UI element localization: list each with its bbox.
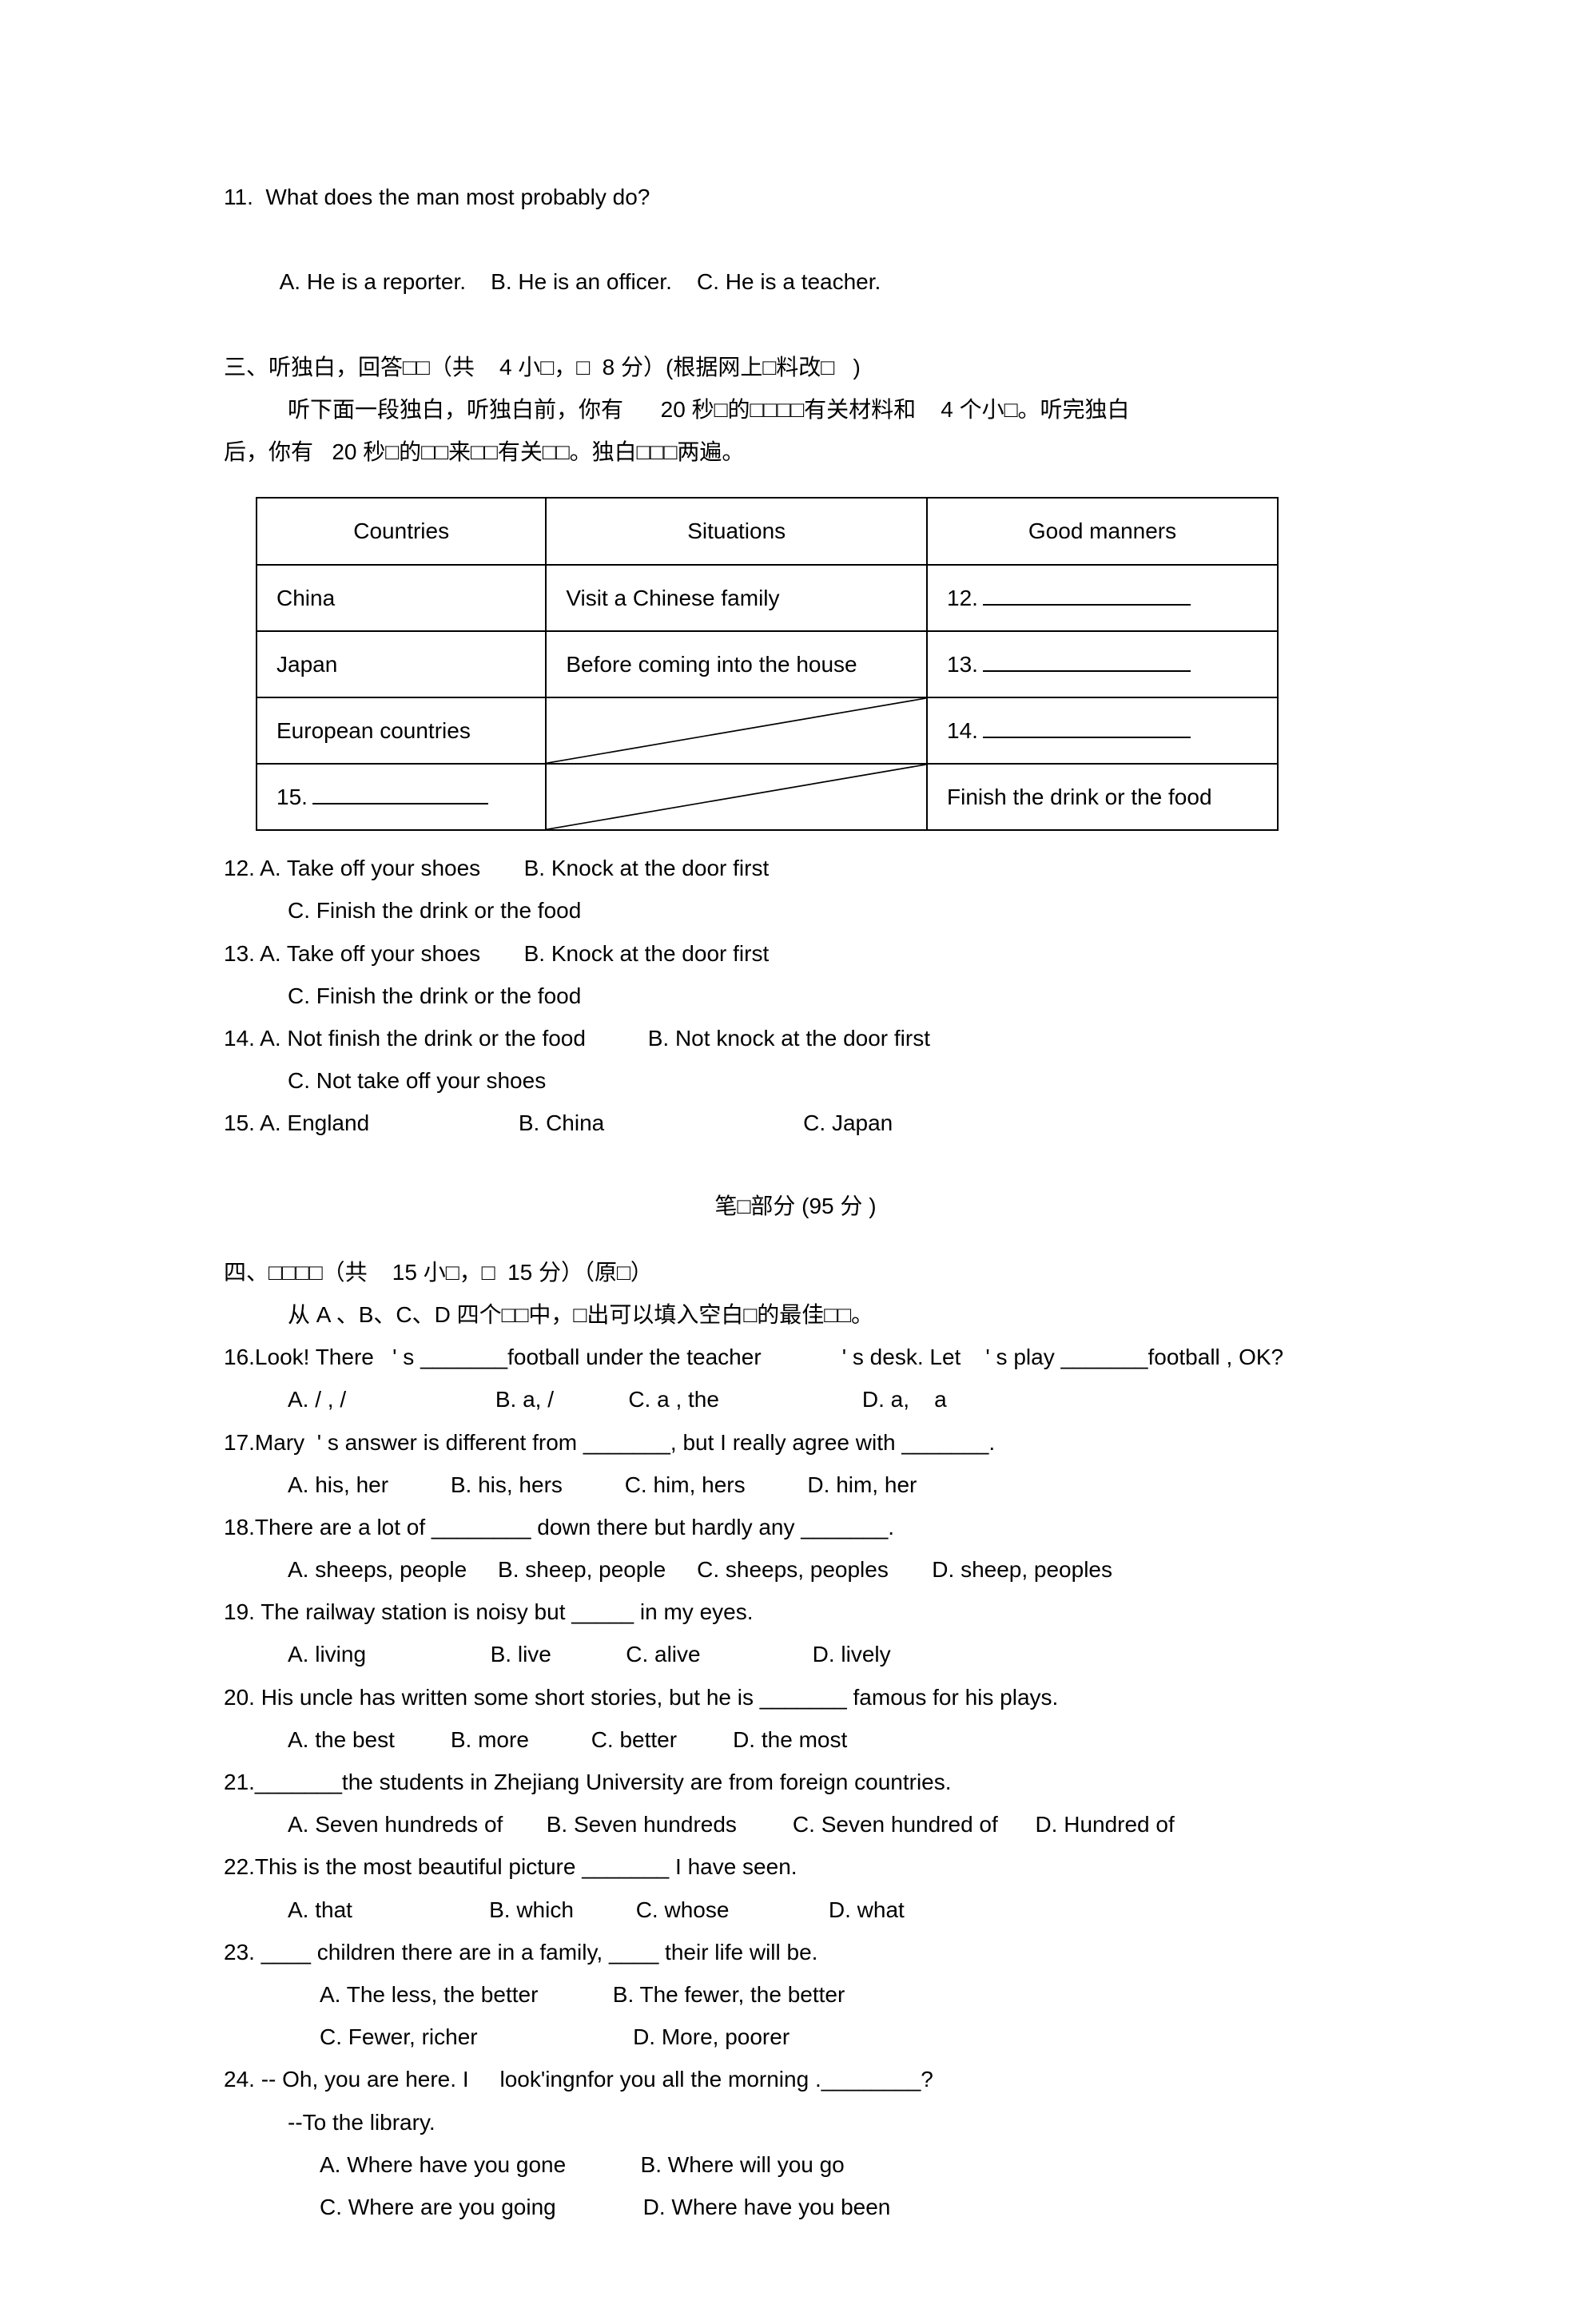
q11-optB: B. He is an officer. [491,269,672,294]
q23-text: 23. ____ children there are in a family,… [224,1931,1367,1973]
blank-12[interactable] [983,604,1191,606]
q17-text: 17.Mary ' s answer is different from ___… [224,1421,1367,1464]
blank-13[interactable] [983,670,1191,672]
q24-text1: 24. -- Oh, you are here. I look'ingnfor … [224,2058,1367,2100]
q21-text: 21._______the students in Zhejiang Unive… [224,1761,1367,1803]
cell-12: 12. [927,565,1278,631]
cell-14: 14. [927,697,1278,764]
q12-lineA: 12. A. Take off your shoes B. Knock at t… [224,847,1367,889]
cell-15-label: 15. [276,785,308,809]
q17-opts: A. his, her B. his, hers C. him, hers D.… [224,1464,1367,1506]
cell-china: China [257,565,546,631]
q23-optsC: C. Fewer, richer D. More, poorer [224,2016,1367,2058]
cell-european: European countries [257,697,546,764]
q22-opts: A. that B. which C. whose D. what [224,1889,1367,1931]
section3-heading: 三、听独白，回答□□（共 4 小□，□ 8 分）(根据网上□料改□ ) [224,346,1367,388]
diagonal-icon [547,765,926,829]
q11-optC: C. He is a teacher. [697,269,881,294]
q14-lineC: C. Not take off your shoes [224,1059,1367,1102]
cell-before: Before coming into the house [546,631,927,697]
section3-instr2: 后，你有 20 秒□的□□来□□有关□□。独白□□□两遍。 [224,431,1367,473]
q11-options: A. He is a reporter. B. He is an officer… [224,218,1367,346]
blank-14[interactable] [983,737,1191,738]
cell-14-label: 14. [947,718,978,743]
q24-optsC: C. Where are you going D. Where have you… [224,2186,1367,2228]
q11-optA: A. He is a reporter. [280,269,466,294]
q12-lineC: C. Finish the drink or the food [224,889,1367,932]
cell-13-label: 13. [947,652,978,677]
q18-opts: A. sheeps, people B. sheep, people C. sh… [224,1548,1367,1591]
table-row: European countries 14. [257,697,1278,764]
q20-text: 20. His uncle has written some short sto… [224,1676,1367,1718]
cell-finish: Finish the drink or the food [927,764,1278,830]
q16-opts: A. / , / B. a, / C. a , the D. a, a [224,1378,1367,1420]
header-countries: Countries [257,498,546,564]
q16-text: 16.Look! There ' s _______football under… [224,1336,1367,1378]
blank-15[interactable] [312,803,488,804]
manners-table: Countries Situations Good manners China … [256,497,1279,831]
section3-instr1: 听下面一段独白，听独白前，你有 20 秒□的□□□□有关材料和 4 个小□。听完… [224,388,1367,431]
q13-lineC: C. Finish the drink or the food [224,975,1367,1017]
cell-diag-1 [546,697,927,764]
q20-opts: A. the best B. more C. better D. the mos… [224,1718,1367,1761]
cell-diag-2 [546,764,927,830]
q24-optsA: A. Where have you gone B. Where will you… [224,2143,1367,2186]
q13-lineA: 13. A. Take off your shoes B. Knock at t… [224,932,1367,975]
table-row: Japan Before coming into the house 13. [257,631,1278,697]
q22-text: 22.This is the most beautiful picture __… [224,1845,1367,1888]
written-section-title: 笔□部分 (95 分 ) [224,1185,1367,1227]
cell-15: 15. [257,764,546,830]
q24-text2: --To the library. [224,2101,1367,2143]
q14-lineA: 14. A. Not finish the drink or the food … [224,1017,1367,1059]
section4-instr: 从 A 、B、C、D 四个□□中，□出可以填入空白□的最佳□□。 [224,1293,1367,1336]
q19-opts: A. living B. live C. alive D. lively [224,1633,1367,1675]
q19-text: 19. The railway station is noisy but ___… [224,1591,1367,1633]
table-header-row: Countries Situations Good manners [257,498,1278,564]
q23-optsA: A. The less, the better B. The fewer, th… [224,1973,1367,2016]
section4-heading: 四、□□□□（共 15 小□，□ 15 分）（原□） [224,1251,1367,1293]
diagonal-icon [547,698,926,763]
q21-opts: A. Seven hundreds of B. Seven hundreds C… [224,1803,1367,1845]
cell-japan: Japan [257,631,546,697]
exam-page: 11. What does the man most probably do? … [0,0,1591,2324]
cell-visit: Visit a Chinese family [546,565,927,631]
q11-question: 11. What does the man most probably do? [224,176,1367,218]
cell-12-label: 12. [947,586,978,610]
table-row: China Visit a Chinese family 12. [257,565,1278,631]
q18-text: 18.There are a lot of ________ down ther… [224,1506,1367,1548]
table-row: 15. Finish the drink or the food [257,764,1278,830]
cell-13: 13. [927,631,1278,697]
q15-line: 15. A. England B. China C. Japan [224,1102,1367,1144]
header-manners: Good manners [927,498,1278,564]
header-situations: Situations [546,498,927,564]
